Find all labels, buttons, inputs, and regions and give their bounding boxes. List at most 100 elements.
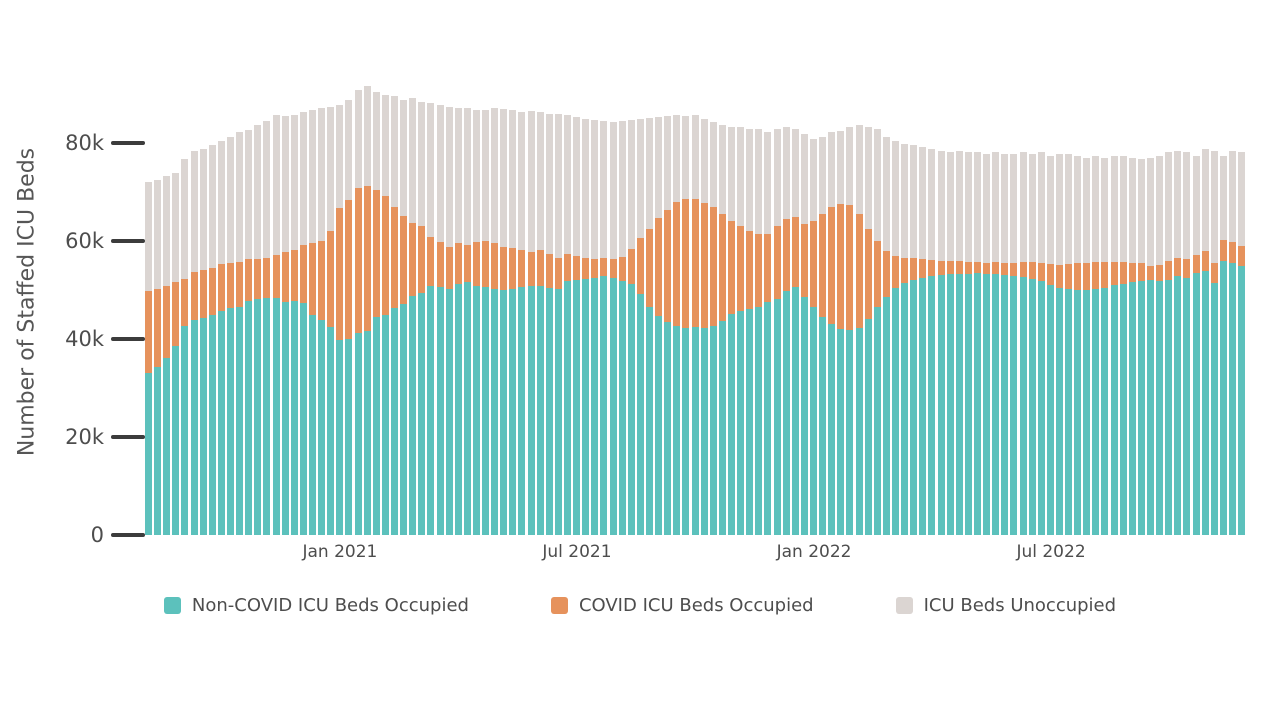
bar-week-110[interactable]: [1147, 157, 1155, 535]
bar-week-25[interactable]: [372, 91, 380, 535]
bar-week-7[interactable]: [208, 145, 216, 535]
bar-week-6[interactable]: [199, 148, 207, 535]
bar-week-99[interactable]: [1046, 155, 1054, 535]
bar-week-66[interactable]: [746, 128, 754, 535]
bar-week-87[interactable]: [937, 150, 945, 535]
bar-week-84[interactable]: [910, 145, 918, 535]
bar-week-93[interactable]: [992, 152, 1000, 535]
bar-week-26[interactable]: [381, 95, 389, 535]
bar-week-76[interactable]: [837, 130, 845, 535]
bar-week-92[interactable]: [983, 154, 991, 535]
bar-week-63[interactable]: [718, 125, 726, 535]
bar-week-103[interactable]: [1083, 157, 1091, 535]
bar-week-105[interactable]: [1101, 157, 1109, 535]
bar-week-117[interactable]: [1210, 150, 1218, 535]
bar-week-81[interactable]: [882, 137, 890, 535]
bar-week-89[interactable]: [955, 150, 963, 535]
bar-week-48[interactable]: [582, 118, 590, 535]
bar-week-43[interactable]: [536, 111, 544, 535]
bar-week-22[interactable]: [345, 99, 353, 535]
bar-week-75[interactable]: [828, 132, 836, 535]
bar-week-21[interactable]: [336, 105, 344, 535]
bar-week-4[interactable]: [181, 159, 189, 535]
bar-week-28[interactable]: [400, 99, 408, 535]
bar-week-109[interactable]: [1137, 159, 1145, 535]
bar-week-17[interactable]: [299, 111, 307, 535]
bar-week-52[interactable]: [618, 121, 626, 535]
bar-week-100[interactable]: [1055, 154, 1063, 535]
bar-week-96[interactable]: [1019, 152, 1027, 535]
bar-week-27[interactable]: [390, 96, 398, 535]
bar-week-61[interactable]: [700, 118, 708, 535]
bar-week-88[interactable]: [946, 152, 954, 535]
bar-week-50[interactable]: [600, 121, 608, 535]
bar-week-36[interactable]: [472, 110, 480, 535]
bar-week-94[interactable]: [1001, 154, 1009, 535]
bar-week-77[interactable]: [846, 126, 854, 535]
bar-week-91[interactable]: [973, 152, 981, 535]
bar-week-112[interactable]: [1165, 152, 1173, 535]
bar-week-95[interactable]: [1010, 154, 1018, 535]
bar-week-98[interactable]: [1037, 152, 1045, 535]
bar-week-49[interactable]: [591, 120, 599, 535]
bar-week-69[interactable]: [773, 128, 781, 535]
bar-week-35[interactable]: [463, 108, 471, 535]
bar-week-106[interactable]: [1110, 155, 1118, 535]
bar-week-42[interactable]: [527, 111, 535, 535]
bar-week-116[interactable]: [1201, 148, 1209, 535]
bar-week-70[interactable]: [782, 126, 790, 535]
bar-week-44[interactable]: [545, 113, 553, 535]
bar-week-54[interactable]: [636, 118, 644, 535]
bar-week-64[interactable]: [728, 126, 735, 535]
bar-week-119[interactable]: [1229, 150, 1237, 535]
legend-item-1[interactable]: COVID ICU Beds Occupied: [550, 595, 814, 616]
bar-week-12[interactable]: [254, 125, 262, 535]
bar-week-13[interactable]: [263, 120, 271, 535]
bar-week-97[interactable]: [1028, 154, 1036, 535]
bar-week-38[interactable]: [491, 108, 499, 535]
bar-week-82[interactable]: [891, 140, 899, 535]
bar-week-30[interactable]: [418, 101, 426, 535]
bar-week-41[interactable]: [518, 111, 526, 535]
bar-week-51[interactable]: [609, 121, 617, 535]
bar-week-46[interactable]: [564, 115, 572, 535]
bar-week-47[interactable]: [573, 117, 581, 535]
bar-week-9[interactable]: [226, 137, 234, 535]
bar-week-59[interactable]: [682, 116, 690, 535]
bar-week-67[interactable]: [755, 128, 763, 535]
bar-week-58[interactable]: [673, 115, 681, 535]
bar-week-83[interactable]: [901, 144, 909, 535]
bar-week-74[interactable]: [819, 137, 827, 535]
bar-week-1[interactable]: [154, 179, 162, 535]
bar-week-23[interactable]: [354, 90, 362, 535]
bar-week-14[interactable]: [272, 115, 280, 535]
bar-week-79[interactable]: [864, 126, 872, 535]
bar-week-57[interactable]: [664, 116, 672, 535]
bar-week-111[interactable]: [1156, 155, 1164, 535]
bar-week-0[interactable]: [145, 182, 152, 535]
bar-week-20[interactable]: [327, 106, 335, 535]
bar-week-113[interactable]: [1174, 150, 1182, 535]
bar-week-62[interactable]: [709, 121, 717, 535]
bar-week-120[interactable]: [1238, 152, 1246, 535]
bar-week-40[interactable]: [509, 110, 517, 535]
bar-week-72[interactable]: [800, 133, 808, 535]
bar-week-85[interactable]: [919, 147, 927, 535]
bar-week-31[interactable]: [427, 103, 435, 535]
bar-week-107[interactable]: [1119, 155, 1127, 535]
bar-week-16[interactable]: [290, 114, 298, 535]
bar-week-8[interactable]: [217, 140, 225, 535]
bar-week-39[interactable]: [500, 109, 508, 535]
bar-week-86[interactable]: [928, 148, 936, 535]
bar-week-101[interactable]: [1065, 154, 1073, 535]
bar-week-10[interactable]: [236, 132, 244, 535]
bar-week-53[interactable]: [627, 120, 635, 535]
bar-week-2[interactable]: [163, 175, 171, 535]
bar-week-90[interactable]: [964, 152, 972, 535]
bar-week-32[interactable]: [436, 105, 444, 535]
bar-week-73[interactable]: [809, 138, 817, 535]
bar-week-65[interactable]: [737, 126, 745, 535]
legend-item-0[interactable]: Non-COVID ICU Beds Occupied: [163, 595, 469, 616]
bar-week-11[interactable]: [245, 130, 253, 535]
bar-week-19[interactable]: [318, 107, 326, 535]
